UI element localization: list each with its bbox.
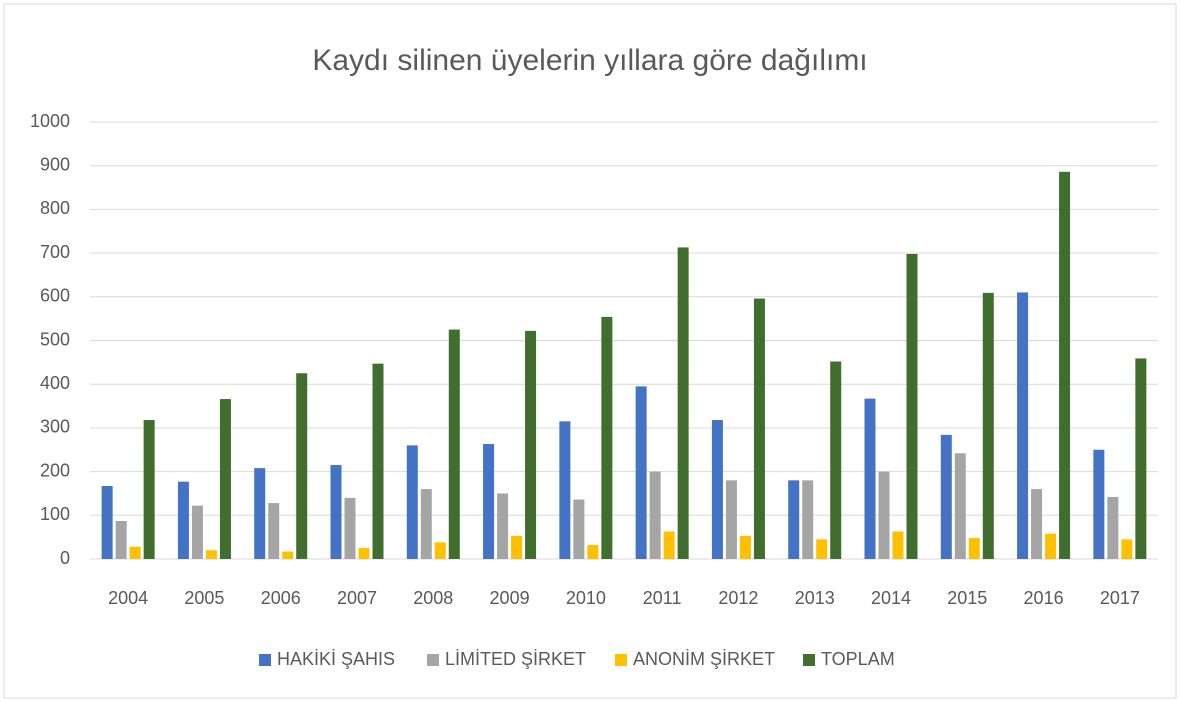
bar — [372, 363, 384, 559]
bar — [601, 316, 613, 559]
bar — [511, 535, 523, 559]
x-tick-label: 2015 — [947, 588, 987, 608]
x-tick-label: 2008 — [413, 588, 453, 608]
bar — [753, 298, 765, 559]
bar — [864, 398, 876, 559]
bar — [559, 421, 571, 559]
bar — [573, 499, 585, 559]
bar — [677, 247, 689, 559]
bar — [205, 550, 217, 559]
x-tick-label: 2004 — [108, 588, 148, 608]
legend-label: HAKİKİ ŞAHIS — [277, 649, 395, 669]
bar — [968, 538, 980, 559]
bar — [1121, 539, 1133, 559]
bar — [649, 471, 661, 559]
bar — [788, 480, 800, 559]
x-tick-label: 2016 — [1024, 588, 1064, 608]
y-tick-label: 200 — [40, 460, 70, 480]
x-tick-label: 2012 — [718, 588, 758, 608]
bar — [330, 465, 342, 559]
legend-swatch — [803, 654, 815, 666]
y-tick-label: 900 — [40, 154, 70, 174]
x-tick-label: 2006 — [261, 588, 301, 608]
chart-title: Kaydı silinen üyelerin yıllara göre dağı… — [312, 44, 867, 77]
bar — [191, 505, 203, 559]
y-tick-label: 100 — [40, 504, 70, 524]
bar — [268, 503, 280, 559]
x-tick-label: 2013 — [795, 588, 835, 608]
bar — [420, 489, 432, 559]
y-tick-label: 700 — [40, 242, 70, 262]
bar — [892, 531, 904, 559]
bar — [1135, 358, 1147, 559]
bar — [663, 531, 675, 559]
bar — [711, 420, 723, 559]
bar — [1031, 489, 1043, 559]
bar — [587, 545, 599, 559]
bar — [982, 292, 994, 559]
bar — [434, 542, 446, 559]
bar — [115, 520, 127, 559]
legend-swatch — [615, 654, 627, 666]
bar — [739, 535, 751, 559]
bar — [1059, 171, 1071, 559]
bar — [497, 493, 509, 559]
bar — [906, 253, 918, 559]
bar — [282, 551, 294, 559]
bar — [878, 471, 890, 559]
y-tick-label: 0 — [60, 548, 70, 568]
bar — [1017, 292, 1029, 559]
bar — [483, 444, 495, 559]
bar — [129, 546, 141, 559]
x-tick-label: 2009 — [490, 588, 530, 608]
x-tick-label: 2017 — [1100, 588, 1140, 608]
bar — [1045, 533, 1057, 559]
y-tick-label: 300 — [40, 417, 70, 437]
bar — [816, 539, 828, 559]
bar — [802, 480, 814, 559]
bar — [296, 373, 308, 559]
bar — [525, 330, 537, 559]
bar — [358, 548, 370, 559]
bar — [219, 399, 231, 559]
legend-swatch — [259, 654, 271, 666]
x-tick-label: 2007 — [337, 588, 377, 608]
bar — [940, 434, 952, 559]
bar — [101, 486, 113, 559]
bar — [954, 453, 966, 559]
x-tick-label: 2011 — [643, 588, 682, 608]
legend-swatch — [427, 654, 439, 666]
bar — [1107, 496, 1119, 559]
y-tick-label: 1000 — [30, 111, 70, 131]
bar — [143, 420, 155, 559]
y-tick-label: 500 — [40, 329, 70, 349]
bar — [177, 481, 189, 559]
bar — [254, 468, 266, 559]
chart-border — [3, 3, 1177, 699]
legend-label: TOPLAM — [821, 649, 895, 669]
bar — [406, 445, 418, 559]
y-tick-label: 400 — [40, 373, 70, 393]
legend-label: ANONİM ŞİRKET — [633, 649, 775, 669]
bar — [448, 329, 460, 559]
x-tick-label: 2014 — [871, 588, 911, 608]
legend-label: LİMİTED ŞİRKET — [445, 649, 586, 669]
x-tick-label: 2010 — [566, 588, 606, 608]
y-tick-label: 800 — [40, 198, 70, 218]
bar — [1093, 449, 1105, 559]
y-tick-label: 600 — [40, 286, 70, 306]
x-tick-label: 2005 — [184, 588, 224, 608]
bar — [725, 480, 737, 559]
bar — [344, 497, 356, 559]
bar — [830, 361, 842, 559]
bar — [635, 386, 647, 559]
